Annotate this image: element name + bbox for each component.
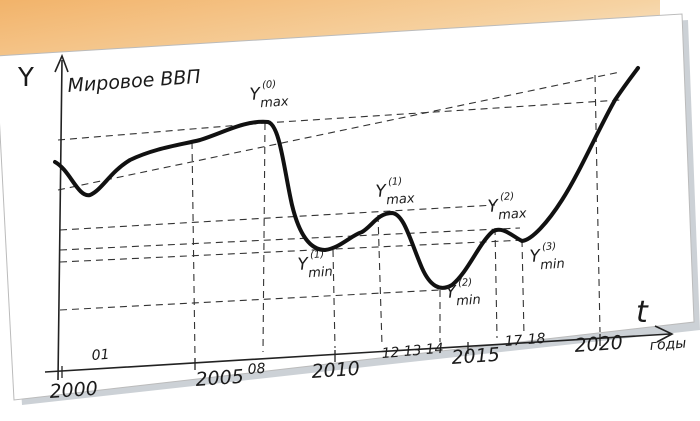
guide-h bbox=[59, 239, 526, 263]
guide-h bbox=[59, 289, 441, 311]
x-labels: 2000 2005 2010 2015 2020 01 08 12 13 14 17 18 bbox=[49, 331, 624, 403]
annotation-sup: (2) bbox=[458, 277, 473, 289]
guide-v bbox=[191, 141, 196, 359]
annotation-sub: max bbox=[260, 94, 290, 111]
annotation-sup: (1) bbox=[388, 176, 403, 188]
annotation: Y (1) max bbox=[375, 176, 416, 208]
short-year-label: 13 bbox=[403, 343, 422, 360]
gdp-curve bbox=[53, 66, 640, 290]
annotation-base: Y bbox=[487, 196, 500, 217]
annotation: Y (3) min bbox=[529, 241, 566, 274]
y-symbol: Y bbox=[17, 63, 34, 93]
short-year-label: 18 bbox=[527, 331, 546, 348]
annotation-sub: min bbox=[308, 265, 334, 282]
annotation-base: Y bbox=[249, 84, 262, 105]
year-label: 2005 bbox=[195, 366, 245, 391]
x-ticks bbox=[61, 334, 601, 378]
annotation-base: Y bbox=[297, 254, 310, 275]
annotation-sup: (0) bbox=[262, 79, 277, 91]
guide-v bbox=[594, 74, 601, 333]
annotation-sub: max bbox=[386, 191, 416, 208]
annotation-sub: min bbox=[540, 257, 566, 274]
guide-h bbox=[57, 122, 266, 141]
year-label: 2010 bbox=[311, 358, 361, 383]
guide-v bbox=[377, 214, 383, 346]
guide-v bbox=[262, 122, 266, 353]
guide-h bbox=[59, 204, 496, 231]
annotation: Y (0) max bbox=[249, 79, 290, 111]
annotation: Y (1) min bbox=[297, 249, 334, 282]
guide-v bbox=[494, 227, 498, 339]
x-axis bbox=[44, 325, 674, 373]
x-symbol: t bbox=[636, 295, 649, 330]
annotation: Y (2) max bbox=[487, 191, 528, 223]
x-unit: годы bbox=[649, 335, 687, 354]
annotation: Y (2) min bbox=[445, 277, 482, 310]
guide-v bbox=[332, 249, 336, 349]
annotation-sub: max bbox=[498, 206, 528, 223]
annotation-sub: min bbox=[456, 293, 482, 310]
guide-h bbox=[59, 227, 521, 251]
short-year-label: 08 bbox=[247, 361, 266, 378]
year-label: 2015 bbox=[451, 344, 501, 369]
annotation-sup: (3) bbox=[542, 241, 557, 253]
short-year-label: 12 bbox=[381, 345, 400, 362]
guides bbox=[57, 71, 621, 359]
guide-v bbox=[521, 239, 525, 337]
annotation-sup: (1) bbox=[310, 249, 325, 261]
annotation-base: Y bbox=[445, 282, 458, 303]
y-axis bbox=[54, 53, 69, 381]
annotation-sup: (2) bbox=[500, 191, 515, 203]
annotation-base: Y bbox=[529, 246, 542, 267]
year-label: 2000 bbox=[49, 378, 99, 403]
short-year-label: 14 bbox=[425, 341, 444, 358]
short-year-label: 01 bbox=[91, 347, 110, 364]
short-year-label: 17 bbox=[504, 333, 523, 350]
annotation-base: Y bbox=[375, 181, 388, 202]
year-label: 2020 bbox=[574, 332, 624, 357]
